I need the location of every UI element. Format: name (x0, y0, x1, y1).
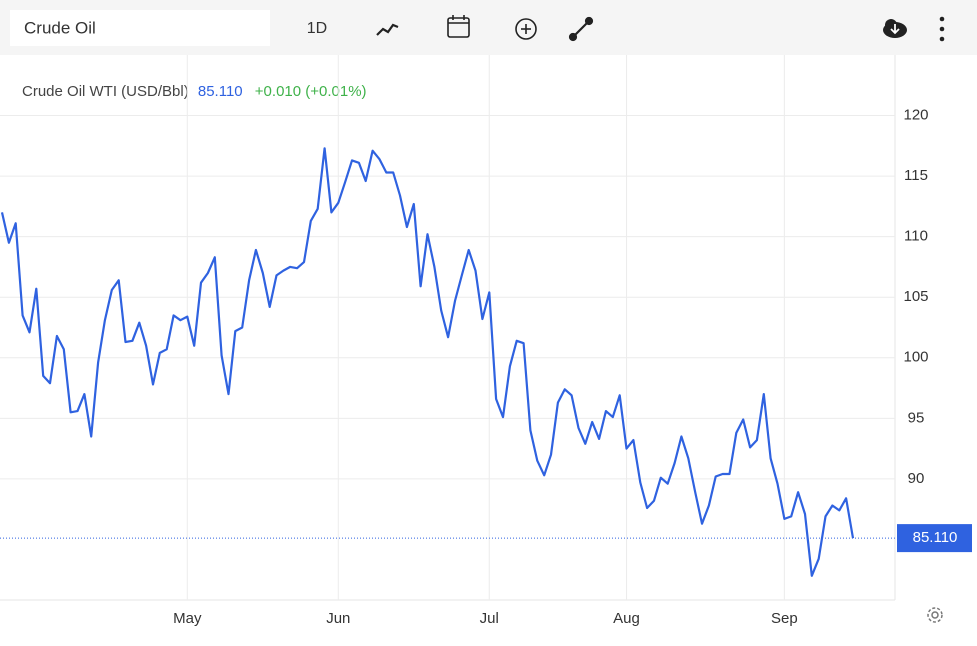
add-indicator-icon[interactable] (515, 18, 537, 40)
y-tick-label: 90 (908, 470, 925, 487)
menu-icon[interactable] (939, 16, 945, 42)
price-change: +0.010 (+0.01%) (255, 83, 367, 100)
last-price-badge (897, 524, 972, 553)
price-line (0, 147, 855, 577)
chart-title: Crude Oil WTI (USD/Bbl) (22, 83, 189, 100)
y-tick-label: 115 (904, 167, 928, 184)
settings-icon[interactable] (927, 607, 943, 623)
y-tick-label: 110 (904, 228, 928, 245)
y-tick-label: 95 (908, 409, 925, 426)
last-price-badge-label: 85.110 (913, 529, 958, 546)
x-tick-label: Jun (326, 610, 350, 627)
chart-type-icon[interactable] (376, 23, 399, 36)
x-tick-label: Jul (480, 610, 499, 627)
x-tick-label: Aug (613, 610, 640, 627)
x-tick-label: Sep (771, 610, 798, 627)
y-tick-label: 105 (903, 288, 928, 305)
x-tick-label: May (173, 610, 202, 627)
y-tick-label: 120 (903, 107, 928, 124)
draw-icon[interactable] (568, 16, 594, 42)
search-box[interactable] (10, 10, 270, 46)
y-tick-label: 100 (903, 349, 928, 366)
interval-button[interactable]: 1D (307, 20, 327, 37)
last-price: 85.110 (198, 83, 243, 100)
download-icon[interactable] (883, 19, 907, 38)
search-text[interactable]: Crude Oil (24, 18, 96, 37)
calendar-icon[interactable] (447, 15, 470, 38)
